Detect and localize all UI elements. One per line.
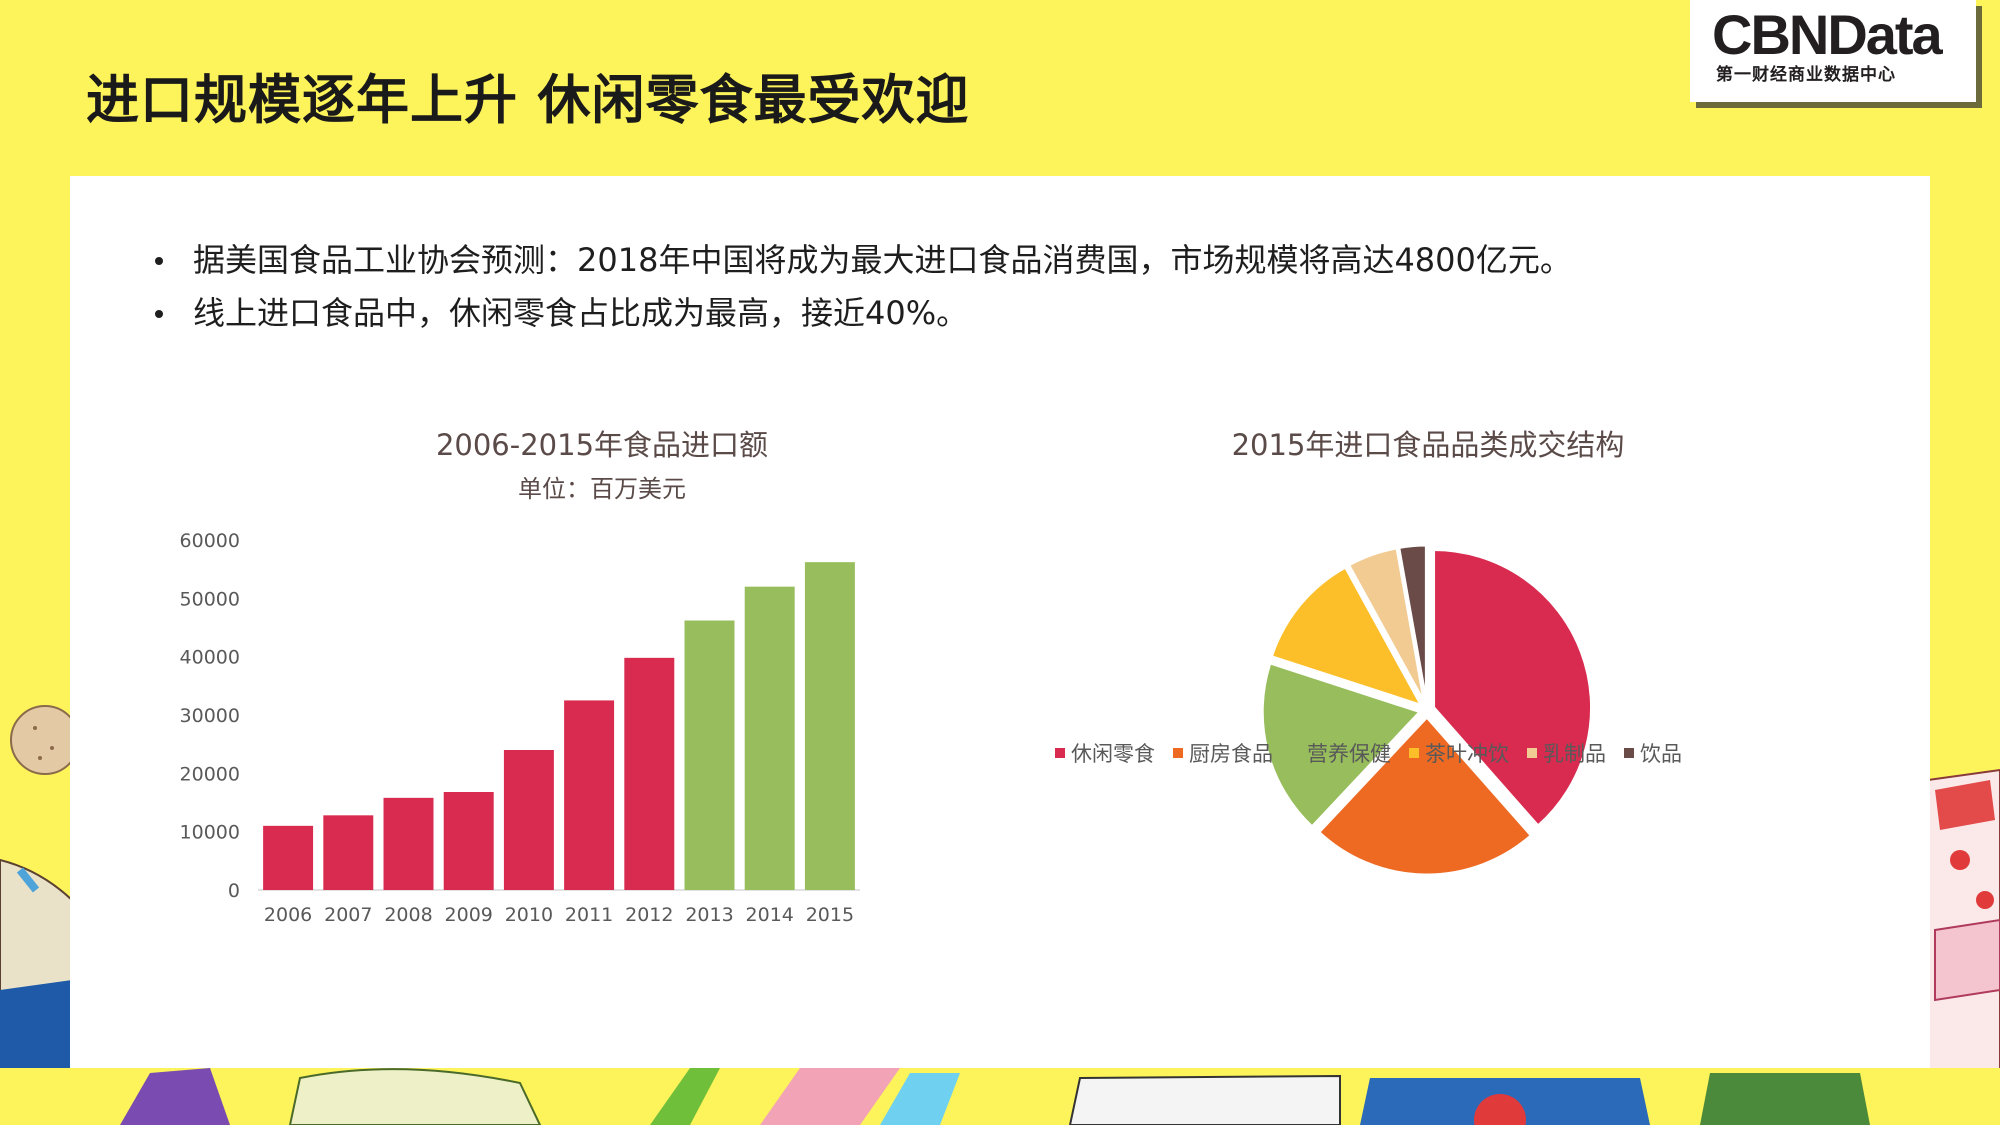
x-tick-label: 2009 (445, 904, 493, 926)
x-tick-label: 2006 (264, 904, 312, 926)
legend-label: 饮品 (1640, 742, 1682, 766)
y-tick-label: 30000 (180, 705, 240, 727)
bullet-text: 据美国食品工业协会预测：2018年中国将成为最大进口食品消费国，市场规模将高达4… (193, 241, 1572, 279)
bullet-item: 据美国食品工业协会预测：2018年中国将成为最大进口食品消费国，市场规模将高达4… (148, 234, 1572, 287)
pie-slice-厨房食品 (1316, 714, 1534, 877)
legend-swatch (1409, 748, 1419, 758)
bullet-item: 线上进口食品中，休闲零食占比成为最高，接近40%。 (148, 287, 1572, 340)
legend-label: 休闲零食 (1071, 742, 1155, 766)
bar-2007 (323, 815, 374, 890)
bullet-dot-icon (155, 256, 163, 265)
bar-2012 (624, 657, 675, 890)
y-tick-label: 50000 (180, 588, 240, 610)
y-tick-label: 10000 (180, 822, 240, 844)
pie-slice-茶叶冲饮 (1269, 565, 1425, 709)
bullet-dot-icon (155, 309, 163, 318)
pie-chart (1260, 543, 1594, 877)
x-tick-label: 2013 (685, 904, 733, 926)
legend-item: 饮品 (1624, 738, 1682, 768)
page-title: 进口规模逐年上升 休闲零食最受欢迎 (86, 70, 970, 131)
x-tick-label: 2012 (625, 904, 673, 926)
y-tick-label: 20000 (180, 763, 240, 785)
bar-2008 (383, 797, 434, 890)
x-tick-label: 2011 (565, 904, 613, 926)
pie-legend: 休闲零食 厨房食品 营养保健 茶叶冲饮 乳制品 饮品 (1055, 738, 1700, 768)
pie-chart-title: 2015年进口食品品类成交结构 (1231, 428, 1625, 462)
legend-item: 厨房食品 (1173, 738, 1273, 768)
x-tick-label: 2015 (806, 904, 854, 926)
pie-slice-营养保健 (1260, 661, 1423, 830)
x-tick-label: 2008 (384, 904, 432, 926)
bar-2011 (564, 700, 615, 890)
pie-slice-休闲零食 (1432, 548, 1594, 829)
x-tick-label: 2007 (324, 904, 372, 926)
pie-slice-乳制品 (1346, 546, 1427, 705)
legend-swatch (1291, 748, 1301, 758)
bar-2015 (804, 562, 855, 890)
legend-label: 厨房食品 (1189, 742, 1273, 766)
legend-swatch (1527, 748, 1537, 758)
legend-swatch (1624, 748, 1634, 758)
legend-label: 营养保健 (1307, 742, 1391, 766)
legend-swatch (1055, 748, 1065, 758)
y-tick-label: 40000 (180, 647, 240, 669)
legend-label: 乳制品 (1543, 742, 1606, 766)
legend-item: 茶叶冲饮 (1409, 738, 1509, 768)
y-tick-label: 60000 (180, 530, 240, 552)
bar-2013 (684, 620, 735, 890)
x-tick-label: 2010 (505, 904, 553, 926)
bullet-text: 线上进口食品中，休闲零食占比成为最高，接近40%。 (193, 294, 969, 332)
bullet-list: 据美国食品工业协会预测：2018年中国将成为最大进口食品消费国，市场规模将高达4… (148, 234, 1572, 340)
legend-item: 休闲零食 (1055, 738, 1155, 768)
bar-chart-title: 2006-2015年食品进口额 (435, 428, 769, 462)
logo-subtitle: 第一财经商业数据中心 (1716, 65, 1896, 85)
bar-chart-subtitle: 单位：百万美元 (518, 475, 686, 503)
bar-2006 (263, 825, 314, 890)
bottom-illustration-strip (0, 1068, 2000, 1125)
legend-item: 乳制品 (1527, 738, 1606, 768)
logo-wordmark: CBNData (1712, 3, 1943, 66)
legend-swatch (1173, 748, 1183, 758)
bottom-snacks-illustration (0, 1068, 2000, 1125)
bar-chart: 0 10000 20000 30000 40000 50000 60000 2006 2007 2… (180, 530, 860, 926)
cbndata-logo: CBNData 第一财经商业数据中心 (1690, 0, 1976, 102)
pie-slice-饮品 (1396, 543, 1428, 704)
y-tick-label: 0 (228, 880, 240, 902)
legend-label: 茶叶冲饮 (1425, 742, 1509, 766)
bar-2014 (744, 586, 795, 890)
bar-2010 (503, 750, 554, 890)
content-card: 据美国食品工业协会预测：2018年中国将成为最大进口食品消费国，市场规模将高达4… (70, 176, 1930, 1068)
x-tick-label: 2014 (746, 904, 794, 926)
bar-2009 (443, 792, 494, 890)
legend-item: 营养保健 (1291, 738, 1391, 768)
